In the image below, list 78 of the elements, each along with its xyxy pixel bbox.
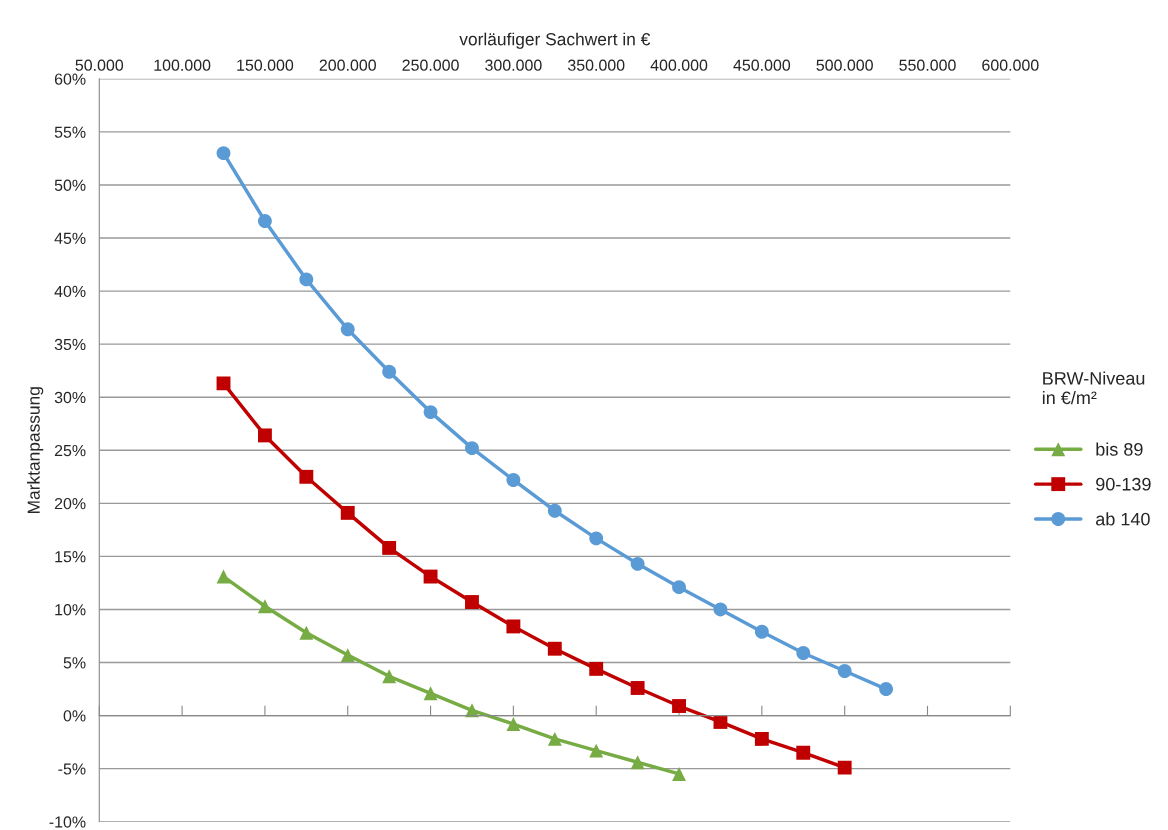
y-tick-label: 0% [63, 710, 86, 722]
point [630, 755, 645, 770]
y-axis-title: Marktanpassung [27, 387, 44, 514]
point [547, 731, 562, 746]
x-tick-label: 50.000 [75, 59, 124, 71]
point [796, 745, 811, 760]
y-tick-label: 15% [55, 551, 86, 563]
y-tick-label: 45% [54, 232, 86, 244]
legend-label: ab 140 [1096, 512, 1150, 526]
legend-label: bis 89 [1096, 442, 1143, 456]
point [672, 580, 686, 595]
point [216, 569, 231, 584]
point [837, 664, 852, 678]
point [299, 625, 314, 640]
point [796, 646, 811, 660]
x-tick-label: 450.000 [733, 59, 791, 71]
point [299, 469, 314, 484]
point [713, 715, 728, 729]
point [340, 322, 355, 337]
point [506, 717, 521, 732]
x-tick-label: 250.000 [402, 59, 459, 71]
point [340, 648, 355, 663]
legend-label: 90-139 [1096, 477, 1151, 491]
x-tick-label: 200.000 [319, 59, 376, 71]
point [257, 599, 272, 614]
y-tick-label: -10% [49, 816, 86, 828]
point [506, 473, 521, 487]
x-tick-label: 150.000 [237, 59, 294, 71]
point [216, 376, 231, 391]
point [589, 661, 604, 676]
x-tick-label: 600.000 [982, 59, 1039, 71]
point [216, 146, 231, 161]
y-tick-label: 10% [55, 604, 86, 616]
y-tick-label: 55% [54, 126, 86, 138]
point [754, 731, 769, 746]
legend-title: BRW-Niveau in €/m² [1042, 371, 1145, 405]
point [547, 503, 562, 518]
point [630, 681, 645, 695]
y-tick-label: 20% [54, 497, 86, 510]
point [465, 441, 479, 456]
point [382, 540, 397, 555]
y-tick-label: 50% [54, 179, 86, 191]
y-tick-label: 35% [54, 338, 86, 351]
point [257, 214, 272, 228]
point [547, 641, 562, 656]
y-tick-label: 30% [54, 391, 86, 404]
x-axis-title: vorläufiger Sachwert in € [459, 32, 651, 49]
point [589, 531, 604, 546]
x-tick-label: 550.000 [899, 59, 956, 71]
point [879, 682, 894, 696]
point [257, 428, 272, 443]
point [589, 743, 604, 758]
y-tick-label: 25% [54, 444, 86, 457]
point [382, 364, 397, 379]
point [754, 624, 769, 639]
x-tick-label: 350.000 [567, 59, 625, 71]
point [713, 602, 728, 617]
point [465, 703, 479, 718]
x-tick-label: 500.000 [816, 59, 873, 71]
point [382, 669, 397, 684]
point [630, 556, 645, 571]
point [299, 272, 314, 287]
x-tick-label: 400.000 [650, 59, 708, 71]
point [423, 569, 438, 584]
point [423, 686, 438, 701]
y-tick-label: 40% [54, 285, 86, 298]
point [672, 767, 686, 781]
point [423, 405, 438, 420]
x-tick-label: 100.000 [154, 59, 211, 71]
y-tick-label: 5% [63, 657, 86, 669]
point [672, 699, 686, 713]
y-tick-label: 60% [54, 73, 86, 85]
point [465, 595, 479, 609]
x-tick-label: 300.000 [485, 59, 542, 71]
point [506, 619, 521, 634]
point [837, 760, 852, 775]
y-tick-label: -5% [58, 763, 86, 775]
point [340, 505, 355, 520]
